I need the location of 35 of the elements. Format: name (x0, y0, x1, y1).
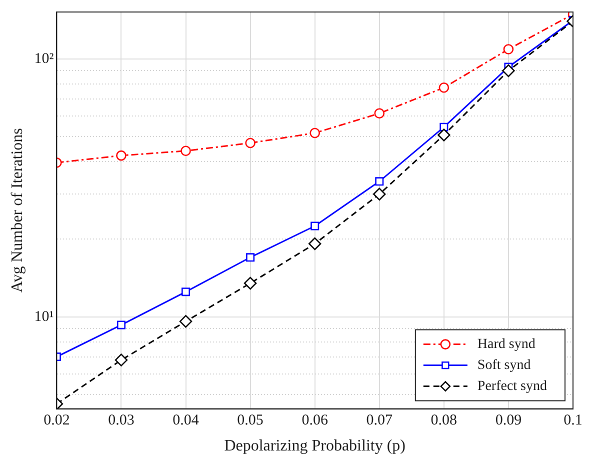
y-axis-title: Avg Number of Iterations (8, 128, 26, 293)
x-tick-label: 0.05 (237, 412, 264, 429)
point (374, 108, 385, 119)
legend-label: Hard synd (477, 336, 536, 352)
point (310, 128, 320, 138)
point (179, 315, 192, 328)
point (310, 222, 320, 230)
point (438, 128, 450, 142)
point (116, 320, 126, 330)
point (375, 177, 384, 186)
point (244, 276, 257, 290)
x-tick-label: 0.08 (430, 412, 458, 429)
point (116, 150, 126, 161)
x-axis-title: Depolarizing Probability (p) (224, 438, 406, 455)
legend-label: Soft synd (477, 358, 531, 373)
point (245, 138, 256, 148)
point (502, 64, 515, 78)
x-tick-label: 0.06 (302, 412, 328, 429)
legend-label: Perfect synd (477, 378, 548, 394)
point (182, 288, 190, 296)
point (180, 146, 191, 156)
x-tick-label: 0.09 (495, 412, 522, 429)
x-tick-label: 0.07 (366, 412, 394, 429)
x-tick-label: 0.03 (108, 412, 134, 429)
x-tick-label: 0.02 (44, 412, 70, 429)
point (373, 188, 386, 200)
x-tick-label: 0.04 (172, 412, 200, 429)
point (114, 354, 128, 366)
point (503, 44, 514, 54)
x-tick-label: 0.1 (564, 412, 582, 429)
y-tick-label: 10¹ (34, 308, 54, 325)
point (246, 253, 255, 262)
point (438, 82, 450, 93)
point (308, 237, 322, 250)
y-tick-label: 10² (34, 50, 54, 67)
